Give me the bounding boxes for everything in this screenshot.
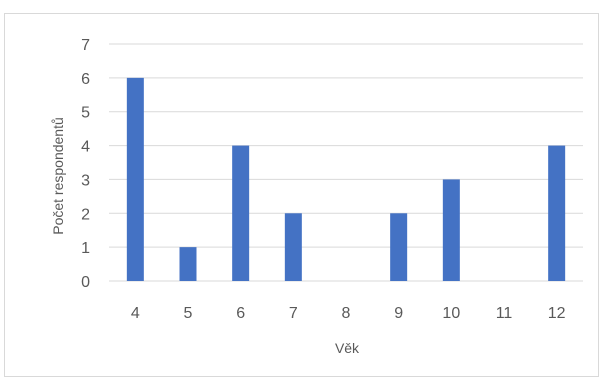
bar-5 xyxy=(179,247,197,281)
bar-6 xyxy=(232,145,250,281)
x-tick-label: 7 xyxy=(289,305,298,322)
x-tick-label: 11 xyxy=(496,305,513,322)
y-tick-label: 3 xyxy=(81,172,90,189)
y-tick-label: 5 xyxy=(81,105,90,122)
bar-12 xyxy=(548,145,566,281)
x-axis-ticks: 4 5 6 7 8 9 10 11 12 xyxy=(131,305,566,322)
y-axis-title: Počet respondentů xyxy=(50,117,66,235)
bar-4 xyxy=(126,77,144,281)
x-tick-label: 6 xyxy=(236,305,245,322)
x-tick-label: 4 xyxy=(131,305,140,322)
bar-10 xyxy=(442,179,460,281)
y-tick-label: 6 xyxy=(81,71,90,88)
x-tick-label: 10 xyxy=(442,305,460,322)
bar-7 xyxy=(284,213,302,281)
y-tick-label: 2 xyxy=(81,206,90,223)
chart-frame xyxy=(4,13,599,377)
x-axis-title: Věk xyxy=(335,340,360,356)
x-tick-label: 9 xyxy=(394,305,403,322)
y-tick-label: 4 xyxy=(81,139,90,156)
bar-9 xyxy=(390,213,408,281)
y-tick-label: 1 xyxy=(81,240,90,257)
y-axis-ticks: 0 1 2 3 4 5 6 7 xyxy=(81,37,90,291)
bars xyxy=(126,77,566,281)
x-tick-label: 8 xyxy=(342,305,351,322)
gridlines xyxy=(109,43,583,282)
y-tick-label: 0 xyxy=(81,274,90,291)
x-tick-label: 5 xyxy=(184,305,193,322)
y-tick-label: 7 xyxy=(81,37,90,54)
x-tick-label: 12 xyxy=(548,305,566,322)
